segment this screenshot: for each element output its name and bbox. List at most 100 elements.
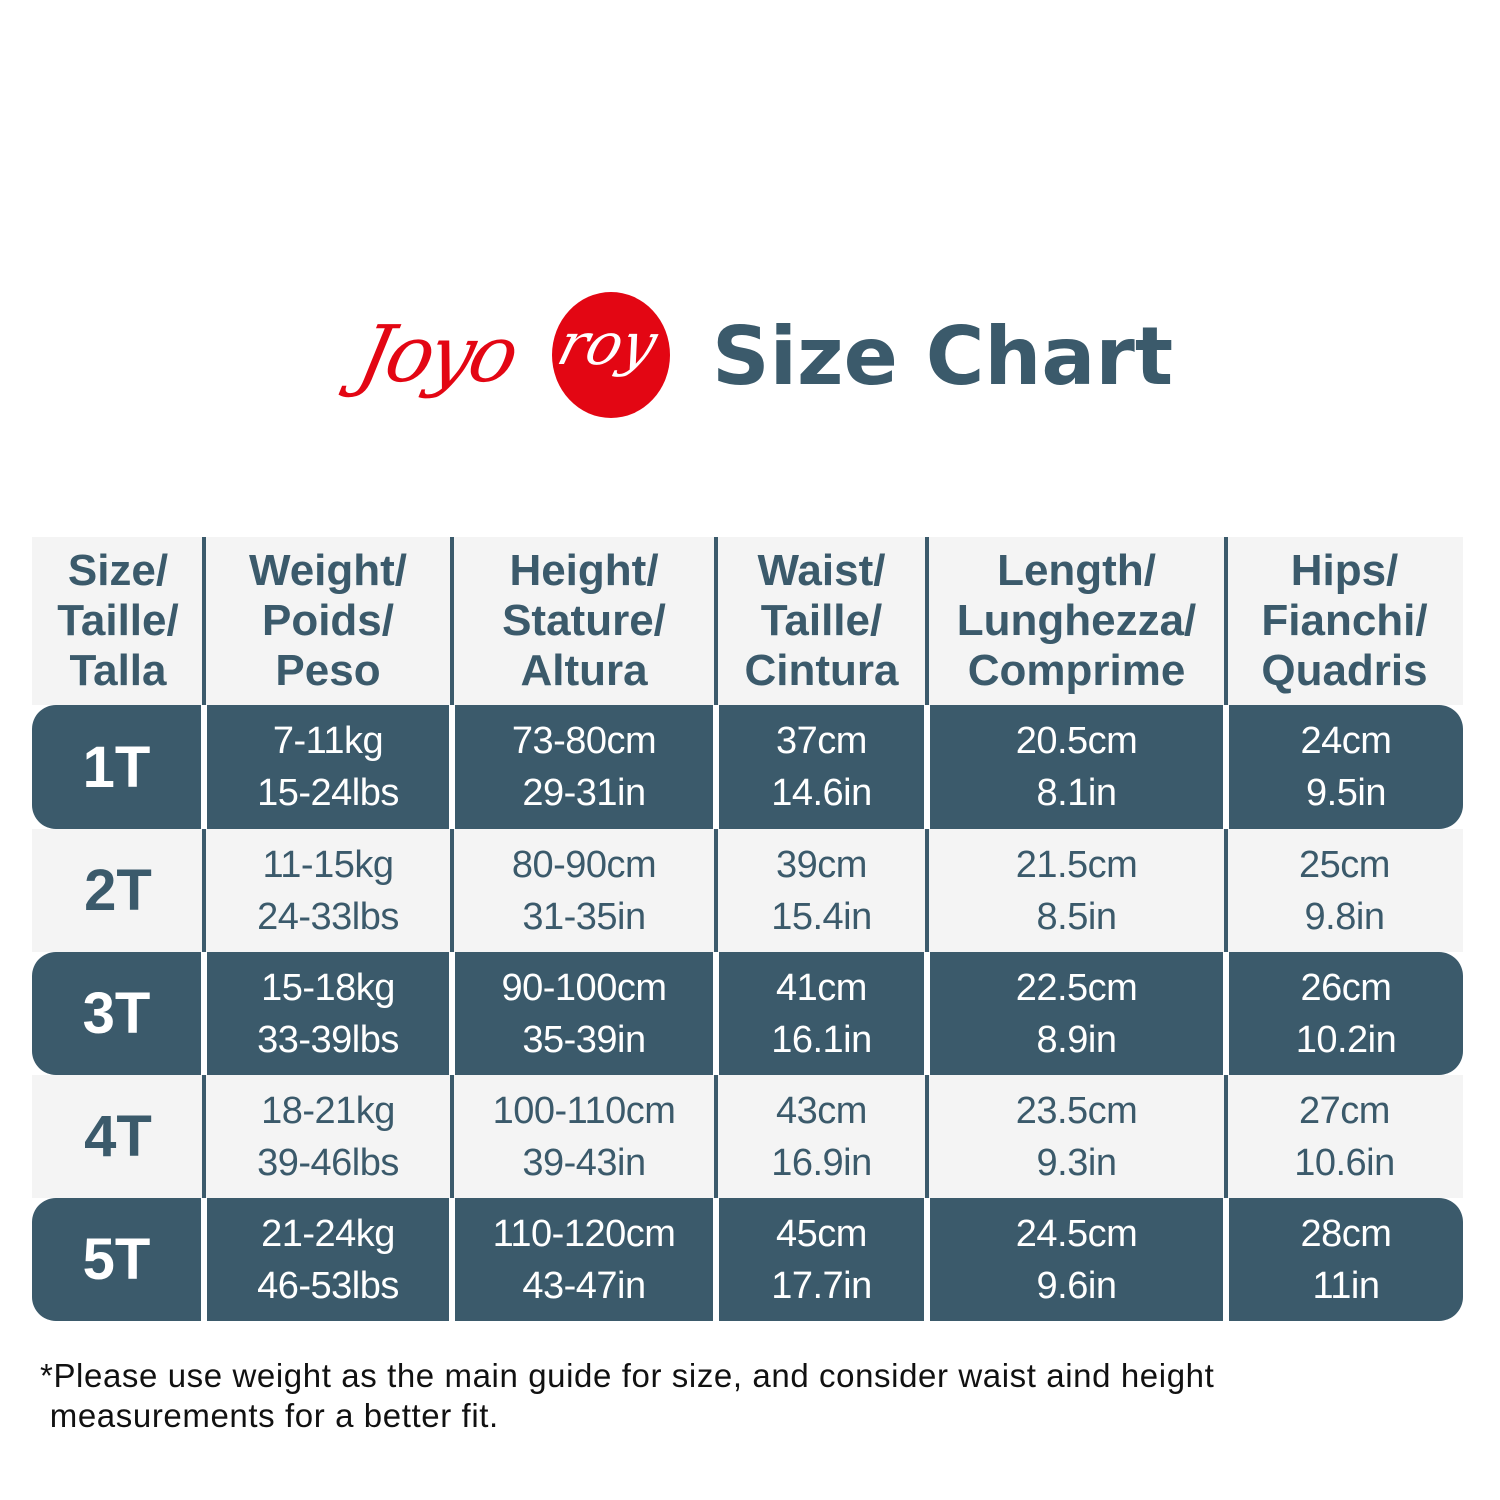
header-line: Taille/ xyxy=(57,596,179,645)
value-metric: 23.5cm xyxy=(1015,1089,1138,1132)
cell-waist: 37cm 14.6in xyxy=(719,705,924,829)
value-metric: 28cm xyxy=(1300,1212,1392,1255)
column-divider xyxy=(925,537,929,705)
header-line: Stature/ xyxy=(502,596,666,645)
header-line: Height/ xyxy=(509,546,659,595)
value-imperial: 15-24lbs xyxy=(257,772,399,814)
logo-red-circle: roy xyxy=(550,292,670,418)
cell-height: 80-90cm 31-35in xyxy=(452,829,716,952)
header-line: Weight/ xyxy=(248,546,408,595)
column-divider xyxy=(1224,1075,1228,1198)
value-metric: 27cm xyxy=(1299,1089,1390,1132)
value-metric: 18-21kg xyxy=(261,1089,395,1132)
cell-length: 22.5cm 8.9in xyxy=(930,952,1223,1075)
column-divider xyxy=(202,829,206,952)
value-metric: 37cm xyxy=(776,720,867,762)
value-imperial: 16.9in xyxy=(771,1141,872,1184)
column-divider xyxy=(1224,829,1228,952)
cell-size: 2T xyxy=(32,829,204,952)
cell-length: 23.5cm 9.3in xyxy=(927,1075,1226,1198)
value-imperial: 9.5in xyxy=(1306,772,1386,814)
header-line: Peso xyxy=(275,646,381,695)
cell-size: 5T xyxy=(32,1198,201,1321)
value-metric: 20.5cm xyxy=(1015,720,1138,762)
value-imperial: 10.2in xyxy=(1295,1018,1397,1061)
header-line: Size/ xyxy=(67,546,169,595)
column-divider xyxy=(925,1075,929,1198)
brand-logo: Joyo roy xyxy=(350,290,675,420)
value-metric: 80-90cm xyxy=(511,843,657,886)
value-metric: 73-80cm xyxy=(511,720,657,762)
value-metric: 43cm xyxy=(776,1089,867,1132)
logo-text-roy: roy xyxy=(550,310,665,378)
value-imperial: 14.6in xyxy=(771,772,872,814)
cell-hips: 24cm 9.5in xyxy=(1229,705,1463,829)
cell-waist: 45cm 17.7in xyxy=(719,1198,924,1321)
value-imperial: 39-43in xyxy=(522,1141,646,1184)
value-metric: 24.5cm xyxy=(1015,1212,1138,1255)
size-label: 4T xyxy=(84,1104,152,1169)
value-imperial: 24-33lbs xyxy=(257,895,399,938)
value-metric: 15-18kg xyxy=(261,966,395,1009)
size-label: 5T xyxy=(82,1227,151,1292)
value-imperial: 31-35in xyxy=(522,895,646,938)
size-note: *Please use weight as the main guide for… xyxy=(40,1356,1214,1436)
value-metric: 21.5cm xyxy=(1015,843,1138,886)
cell-size: 3T xyxy=(32,952,201,1075)
value-metric: 90-100cm xyxy=(501,966,667,1009)
header-line: Fianchi/ xyxy=(1261,596,1428,645)
cell-height: 90-100cm 35-39in xyxy=(455,952,713,1075)
header-line: Poids/ xyxy=(261,596,395,645)
size-label: 1T xyxy=(82,734,151,800)
cell-weight: 7-11kg 15-24lbs xyxy=(207,705,449,829)
header-line: Lunghezza/ xyxy=(956,596,1197,645)
value-imperial: 9.3in xyxy=(1036,1141,1117,1184)
note-line-1: *Please use weight as the main guide for… xyxy=(40,1357,1215,1394)
value-imperial: 17.7in xyxy=(771,1264,872,1307)
header-line: Cintura xyxy=(744,646,899,695)
cell-weight: 15-18kg 33-39lbs xyxy=(207,952,449,1075)
value-imperial: 9.8in xyxy=(1304,895,1385,938)
value-imperial: 46-53lbs xyxy=(257,1264,399,1307)
value-imperial: 8.1in xyxy=(1036,772,1117,814)
cell-length: 21.5cm 8.5in xyxy=(927,829,1226,952)
header-line: Hips/ xyxy=(1290,546,1399,595)
value-metric: 100-110cm xyxy=(492,1089,676,1132)
note-line-2: measurements for a better fit. xyxy=(40,1397,499,1434)
cell-waist: 39cm 15.4in xyxy=(716,829,927,952)
header-hips: Hips/Fianchi/Quadris xyxy=(1226,537,1463,705)
cell-height: 100-110cm 39-43in xyxy=(452,1075,716,1198)
page-title: Size Chart xyxy=(712,310,1174,403)
value-metric: 7-11kg xyxy=(272,720,384,762)
cell-hips: 27cm 10.6in xyxy=(1226,1075,1463,1198)
column-divider xyxy=(450,1075,454,1198)
value-metric: 22.5cm xyxy=(1015,966,1138,1009)
value-imperial: 15.4in xyxy=(771,895,872,938)
value-imperial: 16.1in xyxy=(771,1018,872,1061)
header-line: Length/ xyxy=(997,546,1156,595)
column-divider xyxy=(1224,537,1228,705)
column-divider xyxy=(202,1075,206,1198)
value-metric: 41cm xyxy=(776,966,867,1009)
value-metric: 26cm xyxy=(1300,966,1392,1009)
cell-hips: 28cm 11in xyxy=(1229,1198,1463,1321)
value-imperial: 8.9in xyxy=(1036,1018,1117,1061)
value-imperial: 8.5in xyxy=(1036,895,1117,938)
value-imperial: 33-39lbs xyxy=(257,1018,399,1061)
cell-weight: 11-15kg 24-33lbs xyxy=(204,829,452,952)
cell-weight: 18-21kg 39-46lbs xyxy=(204,1075,452,1198)
column-divider xyxy=(202,537,206,705)
cell-hips: 25cm 9.8in xyxy=(1226,829,1463,952)
cell-size: 1T xyxy=(32,705,201,829)
column-divider xyxy=(714,829,718,952)
header-height: Height/Stature/Altura xyxy=(452,537,716,705)
header-line: Altura xyxy=(520,646,648,695)
value-metric: 45cm xyxy=(776,1212,867,1255)
size-label: 2T xyxy=(84,858,152,923)
cell-waist: 43cm 16.9in xyxy=(716,1075,927,1198)
header-length: Length/Lunghezza/Comprime xyxy=(927,537,1226,705)
value-imperial: 39-46lbs xyxy=(257,1141,399,1184)
value-imperial: 29-31in xyxy=(522,772,646,814)
column-divider xyxy=(925,829,929,952)
value-metric: 11-15kg xyxy=(262,843,394,886)
